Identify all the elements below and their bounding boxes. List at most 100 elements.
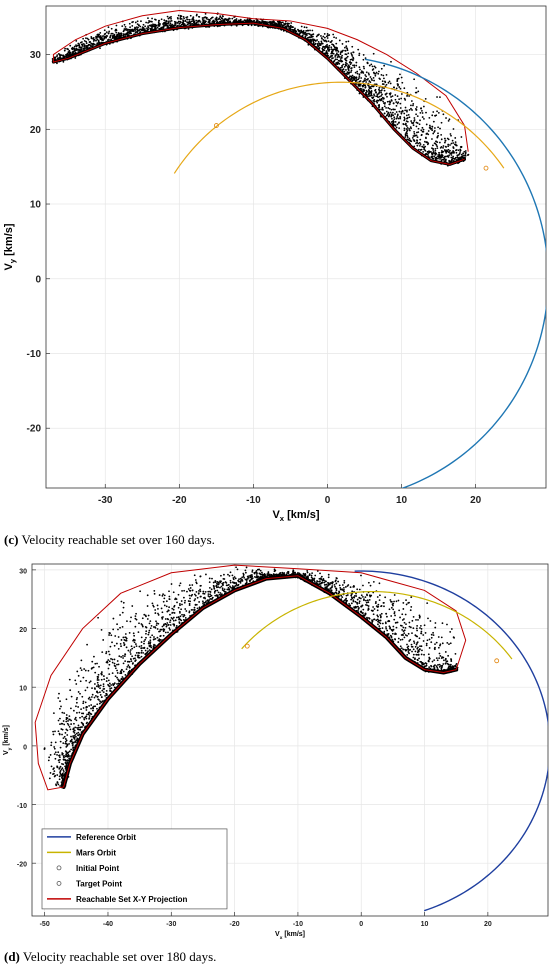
reachable-point <box>80 708 82 711</box>
reachable-point <box>320 35 322 37</box>
y-tick-label: 20 <box>19 627 27 634</box>
reachable-point <box>182 23 185 26</box>
reachable-point <box>62 742 65 745</box>
reachable-point <box>126 620 128 623</box>
reachable-point <box>95 39 97 42</box>
y-axis-label: Vy [km/s] <box>3 725 13 755</box>
reachable-point <box>345 53 348 56</box>
reachable-point <box>179 14 182 17</box>
reachable-point <box>170 583 173 585</box>
reachable-point <box>344 586 347 588</box>
reachable-point <box>335 582 338 585</box>
reachable-point <box>452 142 455 144</box>
reachable-point <box>96 42 99 45</box>
reachable-point <box>383 89 386 92</box>
reachable-point <box>405 114 408 117</box>
reachable-point <box>154 612 157 614</box>
reachable-point <box>370 93 373 96</box>
reachable-point <box>136 29 139 32</box>
reachable-point <box>256 576 258 579</box>
reachable-point <box>347 67 350 70</box>
reachable-point <box>76 696 79 699</box>
reachable-point <box>216 582 218 585</box>
reachable-point <box>391 117 393 120</box>
reachable-point <box>316 570 319 572</box>
reachable-point <box>336 63 339 66</box>
reachable-point <box>65 720 68 723</box>
reachable-point <box>57 53 60 55</box>
reachable-point <box>186 18 189 21</box>
reachable-point <box>360 77 363 79</box>
reachable-point <box>416 629 418 632</box>
reachable-point <box>381 627 384 629</box>
reachable-point <box>402 626 405 629</box>
reachable-point <box>462 154 464 157</box>
reachable-point <box>282 24 285 27</box>
reachable-point <box>93 696 96 699</box>
reachable-point <box>138 24 140 27</box>
reachable-point <box>91 687 93 690</box>
reachable-point <box>160 628 163 631</box>
reachable-point <box>134 617 137 620</box>
reachable-point <box>309 38 312 41</box>
reachable-point <box>378 599 381 602</box>
reachable-point <box>390 96 392 98</box>
reachable-point <box>342 63 345 66</box>
reachable-point <box>338 60 341 62</box>
reachable-point <box>118 33 121 36</box>
reachable-point <box>203 16 206 19</box>
reachable-point <box>410 120 413 122</box>
reachable-point <box>428 638 431 641</box>
reachable-point <box>222 581 225 584</box>
reachable-point <box>100 628 103 631</box>
reachable-point <box>413 120 416 122</box>
reachable-point <box>410 596 413 599</box>
reachable-point <box>438 152 440 154</box>
reachable-point <box>335 587 337 590</box>
reachable-point <box>90 707 92 710</box>
reachable-point <box>110 687 113 690</box>
reachable-point <box>138 622 140 625</box>
reachable-point <box>349 586 352 589</box>
reachable-point <box>308 574 311 577</box>
reachable-point <box>113 36 115 39</box>
reachable-point <box>129 653 132 655</box>
y-tick-label: -10 <box>17 803 27 810</box>
reachable-point <box>199 21 202 23</box>
reachable-point <box>148 649 151 651</box>
reachable-point <box>118 655 121 658</box>
reachable-point <box>157 612 159 615</box>
reachable-point <box>419 138 422 141</box>
reachable-point <box>327 573 330 576</box>
reachable-point <box>169 628 171 631</box>
reachable-point <box>63 723 66 726</box>
reachable-point <box>424 632 427 634</box>
reachable-point <box>317 41 320 43</box>
reachable-point <box>450 660 453 662</box>
reachable-point <box>378 98 381 101</box>
reachable-point <box>411 109 413 111</box>
reachable-point <box>83 668 86 670</box>
reachable-point <box>422 128 425 131</box>
reachable-point <box>388 92 391 95</box>
reachable-point <box>448 160 451 163</box>
reachable-point <box>374 88 377 91</box>
reachable-point <box>341 596 344 599</box>
reachable-point <box>232 586 235 589</box>
reachable-point <box>333 36 335 39</box>
reachable-point <box>385 83 388 86</box>
reachable-point <box>192 611 195 614</box>
reachable-point <box>144 638 147 641</box>
reachable-point <box>137 631 140 634</box>
reachable-point <box>168 606 170 609</box>
reachable-point <box>59 771 61 774</box>
reachable-point <box>69 44 72 47</box>
reachable-point <box>204 601 207 604</box>
reachable-point <box>371 620 374 623</box>
reachable-point <box>83 718 86 721</box>
reachable-point <box>111 37 114 40</box>
reachable-point <box>221 587 224 590</box>
reachable-point <box>358 597 361 599</box>
caption-c: (c) Velocity reachable set over 160 days… <box>4 532 215 548</box>
reachable-point <box>388 114 391 117</box>
